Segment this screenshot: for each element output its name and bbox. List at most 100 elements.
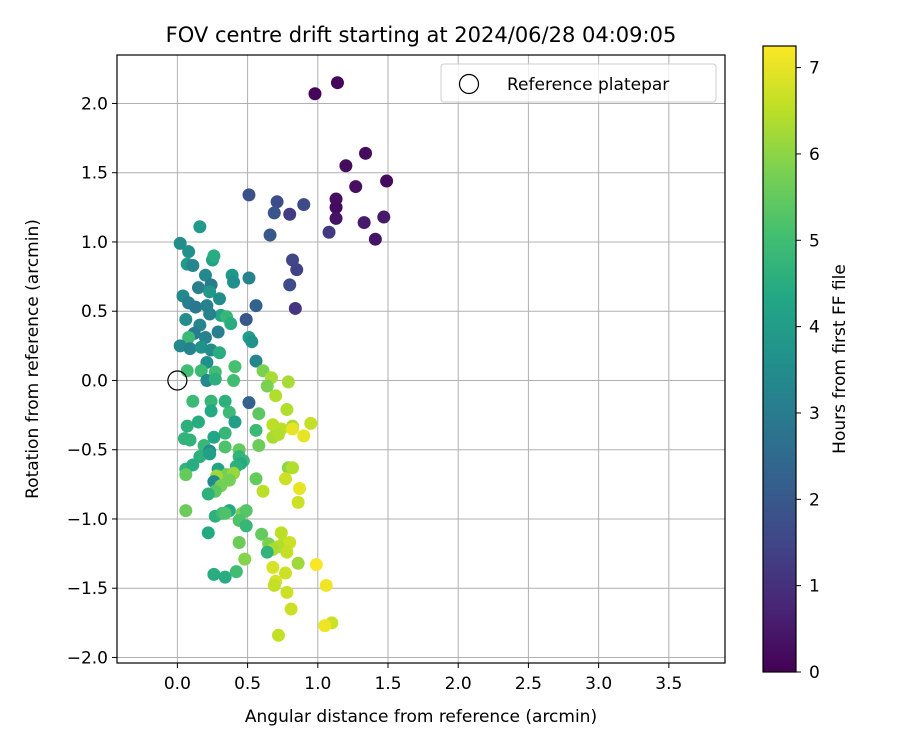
data-point [180,419,194,433]
data-point [297,198,311,212]
colorbar-tick-label: 4 [809,318,820,338]
data-point [284,602,298,616]
data-point [359,146,373,160]
data-point [207,567,221,581]
data-point [245,335,259,349]
data-point [203,447,217,461]
colorbar: 0 1 2 3 4 5 6 7 Hours from first FF file [762,45,850,683]
data-point [288,301,302,315]
data-point [269,389,283,403]
data-point [232,536,246,550]
data-point [182,331,196,345]
data-point [290,263,304,277]
data-point [173,339,187,353]
data-point [238,552,252,566]
data-point [173,236,187,250]
y-tick-label: −1.0 [67,510,108,530]
data-point [380,174,394,188]
data-point [283,278,297,292]
data-point [204,394,218,408]
data-point [349,180,363,194]
data-point [208,372,222,386]
x-tick-label: 1.5 [374,674,401,694]
grid-lines-x [176,55,670,663]
data-point [179,313,193,327]
x-tick-label: 0.0 [164,674,191,694]
data-point [224,317,238,331]
data-point [207,249,221,263]
y-axis-label: Rotation from reference (arcmin) [23,219,43,499]
data-point [228,360,242,374]
x-axis-ticks: 0.0 0.5 1.0 1.5 2.0 2.5 3.0 3.5 [164,663,682,694]
data-point [179,468,193,482]
data-point [267,206,281,220]
plot-area: 0.0 0.5 1.0 1.5 2.0 2.5 3.0 3.5 −2.0 −1.5 −1.0 −0.… [67,54,726,694]
data-point [249,299,263,313]
x-tick-label: 1.0 [304,674,331,694]
data-point [182,245,196,259]
data-point [189,300,203,314]
data-point [239,504,253,518]
data-point [191,415,205,429]
y-tick-label: 0.5 [81,302,108,322]
data-point [252,439,266,453]
data-point [339,159,353,173]
data-point [322,225,336,239]
data-point [222,405,236,419]
data-point [291,495,305,509]
legend-entry-label: Reference platepar [507,75,669,95]
data-point [304,416,318,430]
data-point [229,565,243,579]
data-point [186,458,200,472]
data-point [267,578,281,592]
colorbar-gradient [762,45,797,673]
data-point [179,504,193,518]
data-point [228,415,242,429]
data-point [318,619,332,633]
data-point [271,628,285,642]
legend-open-circle-marker [458,73,480,95]
data-point [213,346,227,360]
data-point [207,430,221,444]
data-point [280,403,294,417]
scatter-points [173,76,394,642]
data-point [319,578,333,592]
data-point [203,285,217,299]
colorbar-label: Hours from first FF file [830,264,850,454]
y-tick-label: −1.5 [67,579,108,599]
data-point [180,364,194,378]
data-point [330,76,344,90]
data-point [198,331,212,345]
data-point [278,472,292,486]
data-point [281,375,295,389]
data-point [203,307,217,321]
data-point [357,216,371,230]
data-point [218,506,232,520]
x-tick-label: 3.5 [655,674,682,694]
data-point [183,342,197,356]
data-point [186,259,200,273]
data-point [249,423,263,437]
plot-frame [116,54,726,664]
data-point [239,519,253,533]
x-tick-label: 3.0 [585,674,612,694]
data-point [249,354,263,368]
data-point [211,325,225,339]
y-tick-label: 1.5 [81,164,108,184]
data-point [278,566,292,580]
y-tick-label: −2.0 [67,648,108,668]
data-point [280,545,294,559]
data-point [194,364,208,378]
data-point [255,527,269,541]
data-point [256,484,270,498]
data-point [260,379,274,393]
legend-box [440,63,717,103]
data-point [263,228,277,242]
colorbar-tick-label: 3 [809,404,820,424]
colorbar-tick-label: 0 [809,663,820,683]
y-tick-label: 1.0 [81,233,108,253]
legend: Reference platepar [440,63,717,103]
data-point [377,210,391,224]
data-point [286,422,300,436]
